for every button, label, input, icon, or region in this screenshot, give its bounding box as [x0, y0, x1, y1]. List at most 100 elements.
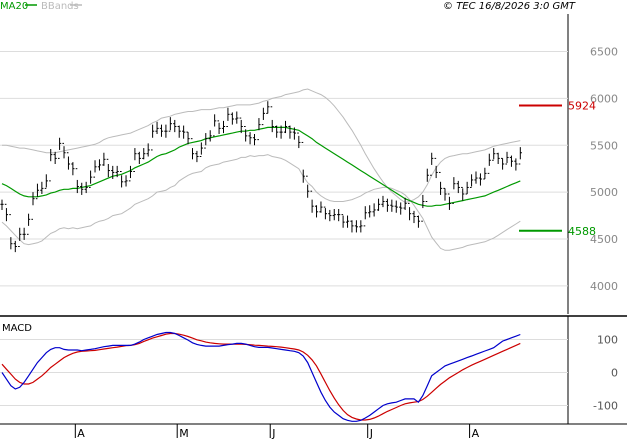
price-bar — [106, 158, 110, 178]
price-bar — [341, 214, 345, 228]
macd-tick-label: -100 — [593, 399, 618, 412]
price-bar — [204, 133, 208, 149]
price-bar — [350, 220, 354, 233]
month-label: A — [77, 427, 85, 440]
price-bar — [13, 240, 17, 253]
price-bar — [288, 125, 292, 139]
price-bar — [9, 214, 13, 250]
price-bar — [359, 220, 363, 233]
price-bar — [323, 206, 327, 220]
price-bar — [155, 121, 159, 134]
price-bar — [133, 148, 137, 172]
price-bar — [306, 175, 310, 198]
price-bar — [75, 168, 79, 194]
price-bar — [394, 200, 398, 213]
price-bar — [31, 192, 35, 220]
month-label: A — [472, 427, 480, 440]
price-bar — [430, 152, 434, 176]
price-bar — [146, 143, 150, 157]
price-tick-label: 5500 — [590, 139, 618, 152]
price-tick-label: 6000 — [590, 92, 618, 105]
price-level-label: 4588 — [568, 225, 596, 238]
price-bar — [53, 151, 57, 164]
bbands-upper-line — [2, 88, 521, 203]
price-bar — [399, 202, 403, 215]
price-bar — [186, 131, 190, 145]
price-bar — [337, 209, 341, 222]
price-bar — [438, 171, 443, 195]
price-bar — [257, 118, 261, 141]
legend-bbands-label: BBands — [41, 1, 79, 12]
price-bar — [217, 120, 221, 134]
price-bar — [376, 198, 381, 211]
price-tick-label: 6500 — [590, 46, 618, 59]
bbands-lower-line — [1, 154, 521, 251]
price-bar — [505, 151, 509, 165]
price-bar — [266, 101, 270, 114]
price-bar — [18, 227, 22, 247]
price-grid — [0, 51, 568, 287]
price-bar — [84, 181, 88, 194]
price-bar — [4, 203, 9, 222]
price-bar — [500, 157, 505, 170]
price-bar — [182, 125, 186, 139]
price-bar — [465, 181, 469, 195]
price-bar — [487, 153, 491, 174]
price-bar — [213, 114, 217, 137]
price-bar — [164, 124, 168, 138]
price-bar — [195, 150, 199, 163]
price-bar — [461, 186, 465, 201]
macd-signal-line — [1, 332, 521, 421]
price-bar — [235, 111, 239, 124]
price-bar — [447, 193, 452, 210]
price-bar — [412, 210, 416, 224]
price-bar — [230, 112, 234, 125]
price-bar — [239, 117, 243, 134]
price-bar — [514, 158, 518, 171]
macd-tick-labels: -100 0 100 — [593, 333, 618, 412]
bollinger-bands — [1, 88, 521, 251]
price-bar — [66, 152, 71, 170]
price-bar — [199, 142, 203, 157]
price-bar — [416, 215, 421, 228]
price-bar — [252, 134, 257, 146]
price-bar — [151, 124, 155, 151]
price-bar — [483, 167, 487, 180]
price-bar — [208, 130, 212, 142]
price-bar — [354, 220, 358, 233]
moving-average — [1, 126, 521, 207]
price-bar — [301, 141, 305, 183]
price-bar — [159, 124, 164, 137]
price-bar — [35, 183, 40, 200]
price-bar — [0, 199, 4, 210]
price-bar — [332, 209, 336, 221]
price-bar — [385, 198, 390, 212]
month-label: J — [369, 427, 373, 440]
price-bar — [328, 209, 332, 222]
price-bar — [310, 190, 314, 213]
price-bar — [22, 227, 26, 240]
price-bar — [403, 197, 407, 210]
price-bar — [244, 126, 248, 142]
price-bar — [80, 182, 84, 195]
price-bar — [248, 132, 252, 145]
price-tick-labels: 4000 4500 5000 5500 6000 6500 — [590, 46, 618, 293]
price-bar — [496, 152, 500, 164]
price-bar — [142, 148, 146, 160]
price-bar — [120, 171, 124, 188]
price-bar — [57, 137, 62, 159]
price-bar — [492, 148, 496, 161]
ma20-line — [1, 126, 521, 207]
price-bar — [93, 160, 97, 178]
price-bar — [40, 181, 44, 194]
price-bar — [71, 162, 75, 176]
legend-ma-label: MA20 — [0, 1, 28, 12]
price-bar — [469, 174, 474, 188]
price-bar — [407, 202, 412, 221]
price-bar — [128, 165, 133, 182]
price-bar — [173, 119, 177, 133]
month-label: M — [179, 427, 189, 440]
price-bar — [381, 195, 385, 208]
